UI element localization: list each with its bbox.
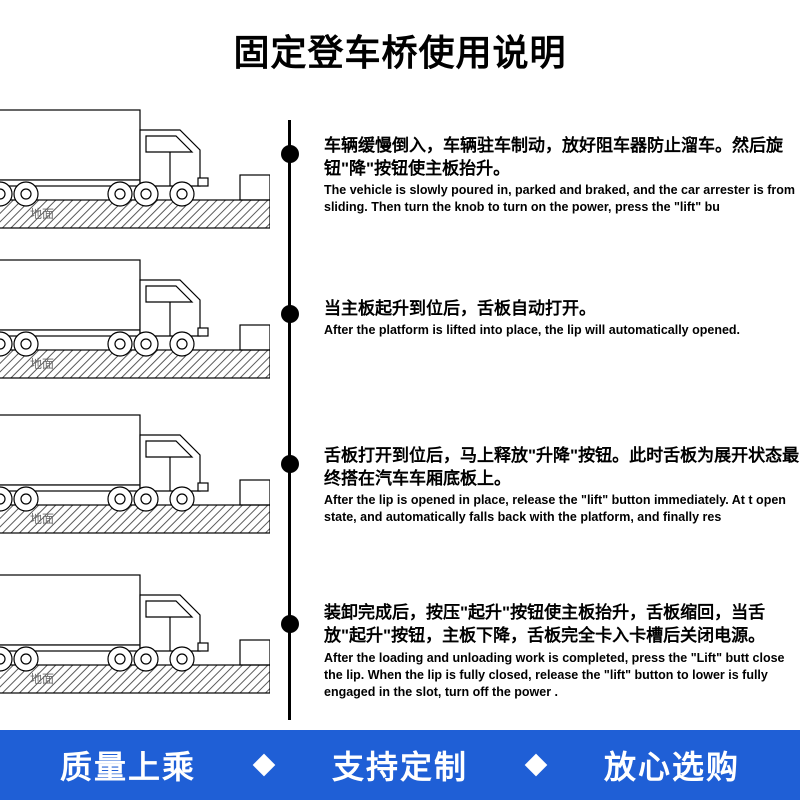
banner-item-2: 支持定制 [272,742,528,788]
banner-item-1: 质量上乘 [0,742,256,788]
truck-diagram-1: 地面 [0,90,270,240]
step-4-en: After the loading and unloading work is … [324,650,800,701]
banner-item-3: 放心选购 [544,742,800,788]
truck-diagram-3: 地面 [0,395,270,545]
step-4-zh: 装卸完成后，按压"起升"按钮使主板抬升，舌板缩回，当舌放"起升"按钮，主板下降，… [324,602,800,648]
step-3-zh: 舌板打开到位后，马上释放"升降"按钮。此时舌板为展开状态最终搭在汽车车厢底板上。 [324,445,800,491]
timeline-dot-2 [281,305,299,323]
truck-diagram-4: 地面 [0,555,270,705]
timeline-dot-4 [281,615,299,633]
svg-text:地面: 地面 [30,207,54,221]
step-1-zh: 车辆缓慢倒入，车辆驻车制动，放好阻车器防止溜车。然后旋钮"降"按钮使主板抬升。 [324,135,800,181]
truck-diagram-2: 地面 [0,240,270,390]
step-1-en: The vehicle is slowly poured in, parked … [324,182,800,216]
svg-text:地面: 地面 [30,512,54,526]
page-root: 固定登车桥使用说明 地面 车辆缓慢倒入，车辆驻车制动，放好阻车器防止溜车。然后旋… [0,0,800,800]
truck-svg-1: 地面 [0,90,270,240]
truck-svg-3: 地面 [0,395,270,545]
step-2-zh: 当主板起升到位后，舌板自动打开。 [324,298,800,321]
truck-svg-2: 地面 [0,240,270,390]
document-title: 固定登车桥使用说明 [0,24,800,76]
timeline-dot-1 [281,145,299,163]
step-3-en: After the lip is opened in place, releas… [324,492,800,526]
bottom-banner: 质量上乘 支持定制 放心选购 [0,730,800,800]
svg-text:地面: 地面 [30,357,54,371]
truck-svg-4: 地面 [0,555,270,705]
svg-text:地面: 地面 [30,672,54,686]
timeline-dot-3 [281,455,299,473]
step-2-en: After the platform is lifted into place,… [324,322,800,339]
